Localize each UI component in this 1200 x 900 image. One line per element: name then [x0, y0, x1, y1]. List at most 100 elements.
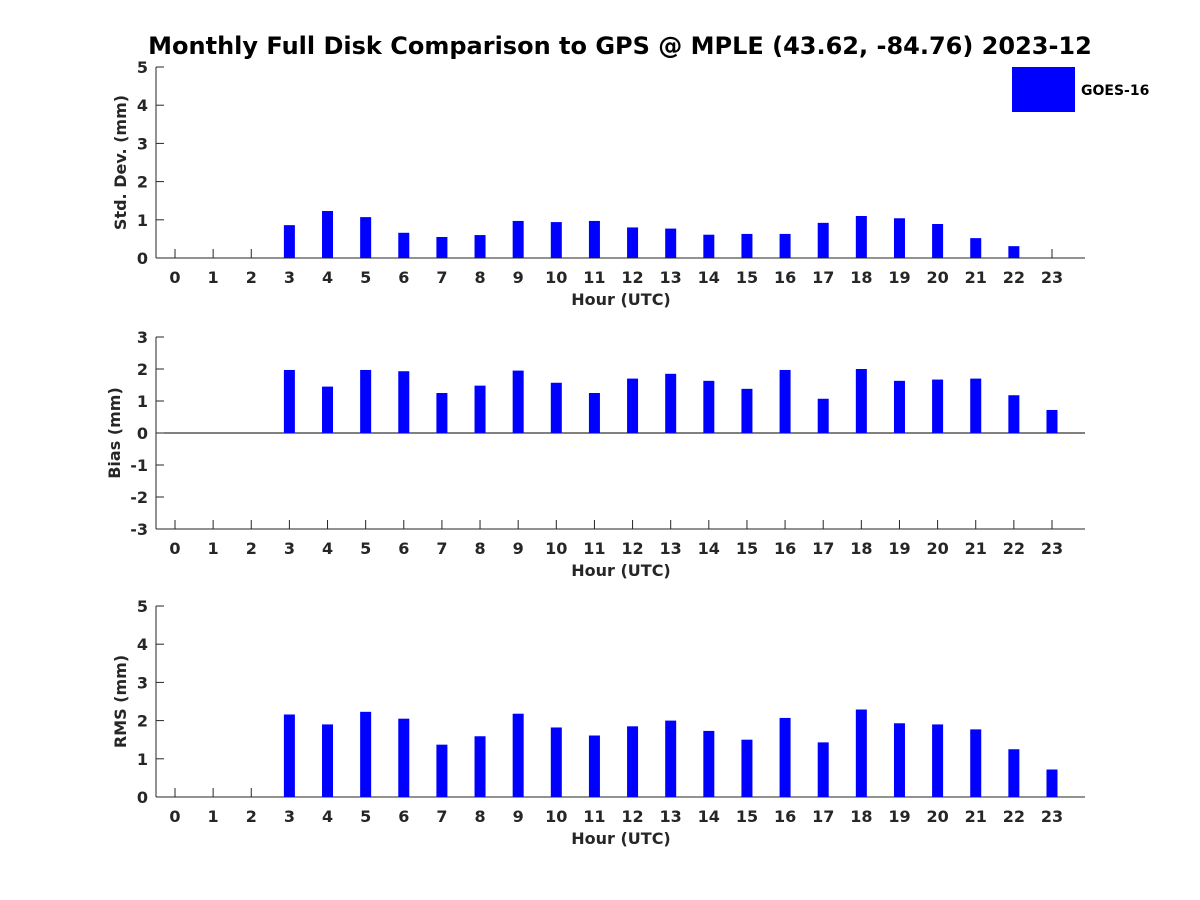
bar [550, 382, 562, 433]
x-tick-label: 22 [1003, 268, 1025, 287]
y-tick-label: 3 [137, 328, 148, 347]
bar [817, 222, 829, 258]
x-tick-label: 22 [1003, 807, 1025, 826]
bar [817, 742, 829, 797]
bar [436, 744, 448, 797]
bar [932, 724, 944, 797]
x-tick-label: 21 [965, 268, 987, 287]
bar [1008, 749, 1020, 797]
x-tick-label: 13 [660, 539, 682, 558]
x-tick-label: 19 [888, 268, 910, 287]
y-tick-label: -1 [130, 456, 148, 475]
y-tick-label: 3 [137, 134, 148, 153]
chart-title: Monthly Full Disk Comparison to GPS @ MP… [148, 32, 1092, 60]
x-tick-label: 20 [926, 807, 948, 826]
y-tick-label: 3 [137, 673, 148, 692]
bar [283, 369, 295, 433]
x-tick-label: 5 [360, 268, 371, 287]
x-tick-label: 4 [322, 807, 333, 826]
x-tick-label: 18 [850, 807, 872, 826]
x-tick-label: 12 [621, 268, 643, 287]
y-axis-label: RMS (mm) [111, 655, 130, 748]
x-tick-label: 11 [583, 807, 605, 826]
y-tick-label: 0 [137, 424, 148, 443]
x-tick-label: 5 [360, 807, 371, 826]
y-tick-label: 2 [137, 712, 148, 731]
bar [360, 369, 372, 433]
y-tick-label: 4 [137, 635, 148, 654]
x-tick-label: 0 [169, 807, 180, 826]
bar [779, 233, 791, 258]
y-tick-label: 5 [137, 58, 148, 77]
x-tick-label: 7 [436, 539, 447, 558]
y-tick-label: 1 [137, 392, 148, 411]
y-tick-label: -2 [130, 488, 148, 507]
x-tick-label: 17 [812, 807, 834, 826]
bar [741, 233, 753, 258]
y-tick-label: 5 [137, 597, 148, 616]
bar [1046, 769, 1058, 797]
x-tick-label: 11 [583, 268, 605, 287]
legend-label: GOES-16 [1081, 83, 1149, 99]
x-tick-label: 14 [698, 807, 720, 826]
bar [627, 378, 639, 433]
bar [703, 380, 715, 433]
x-tick-label: 18 [850, 539, 872, 558]
x-tick-label: 16 [774, 268, 796, 287]
x-tick-label: 19 [888, 539, 910, 558]
bar [550, 727, 562, 797]
bar [398, 232, 410, 258]
y-tick-label: 2 [137, 360, 148, 379]
bar [893, 380, 905, 433]
bar [398, 371, 410, 433]
bar [512, 713, 524, 797]
x-tick-label: 3 [284, 807, 295, 826]
bar [893, 723, 905, 797]
x-tick-label: 6 [398, 268, 409, 287]
bar [627, 726, 639, 797]
x-tick-label: 2 [246, 539, 257, 558]
y-tick-label: 4 [137, 96, 148, 115]
bar [550, 222, 562, 258]
x-tick-label: 6 [398, 539, 409, 558]
x-tick-label: 8 [474, 539, 485, 558]
bar [893, 218, 905, 258]
bar [855, 709, 867, 797]
bar [627, 227, 639, 258]
x-tick-label: 12 [621, 539, 643, 558]
x-tick-label: 1 [208, 539, 219, 558]
x-tick-label: 22 [1003, 539, 1025, 558]
bar [588, 393, 600, 433]
x-tick-label: 9 [513, 807, 524, 826]
x-tick-label: 15 [736, 268, 758, 287]
bar [855, 215, 867, 258]
x-tick-label: 13 [660, 807, 682, 826]
bar [588, 220, 600, 258]
x-tick-label: 4 [322, 539, 333, 558]
x-tick-label: 23 [1041, 268, 1063, 287]
x-axis-label: Hour (UTC) [571, 290, 671, 309]
bar [283, 714, 295, 797]
bar [1008, 246, 1020, 258]
bar [322, 724, 334, 797]
bar [512, 370, 524, 433]
bar [436, 236, 448, 258]
bar [283, 225, 295, 258]
bar [1008, 395, 1020, 433]
bar [512, 220, 524, 258]
x-tick-label: 0 [169, 268, 180, 287]
x-tick-label: 9 [513, 268, 524, 287]
y-tick-label: 1 [137, 211, 148, 230]
bar [474, 385, 486, 433]
legend: GOES-16 [1012, 67, 1149, 112]
x-tick-label: 14 [698, 268, 720, 287]
x-tick-label: 8 [474, 807, 485, 826]
x-tick-label: 4 [322, 268, 333, 287]
bar [398, 718, 410, 797]
y-tick-label: 1 [137, 750, 148, 769]
x-tick-label: 1 [208, 807, 219, 826]
x-tick-label: 23 [1041, 807, 1063, 826]
bar [474, 235, 486, 258]
